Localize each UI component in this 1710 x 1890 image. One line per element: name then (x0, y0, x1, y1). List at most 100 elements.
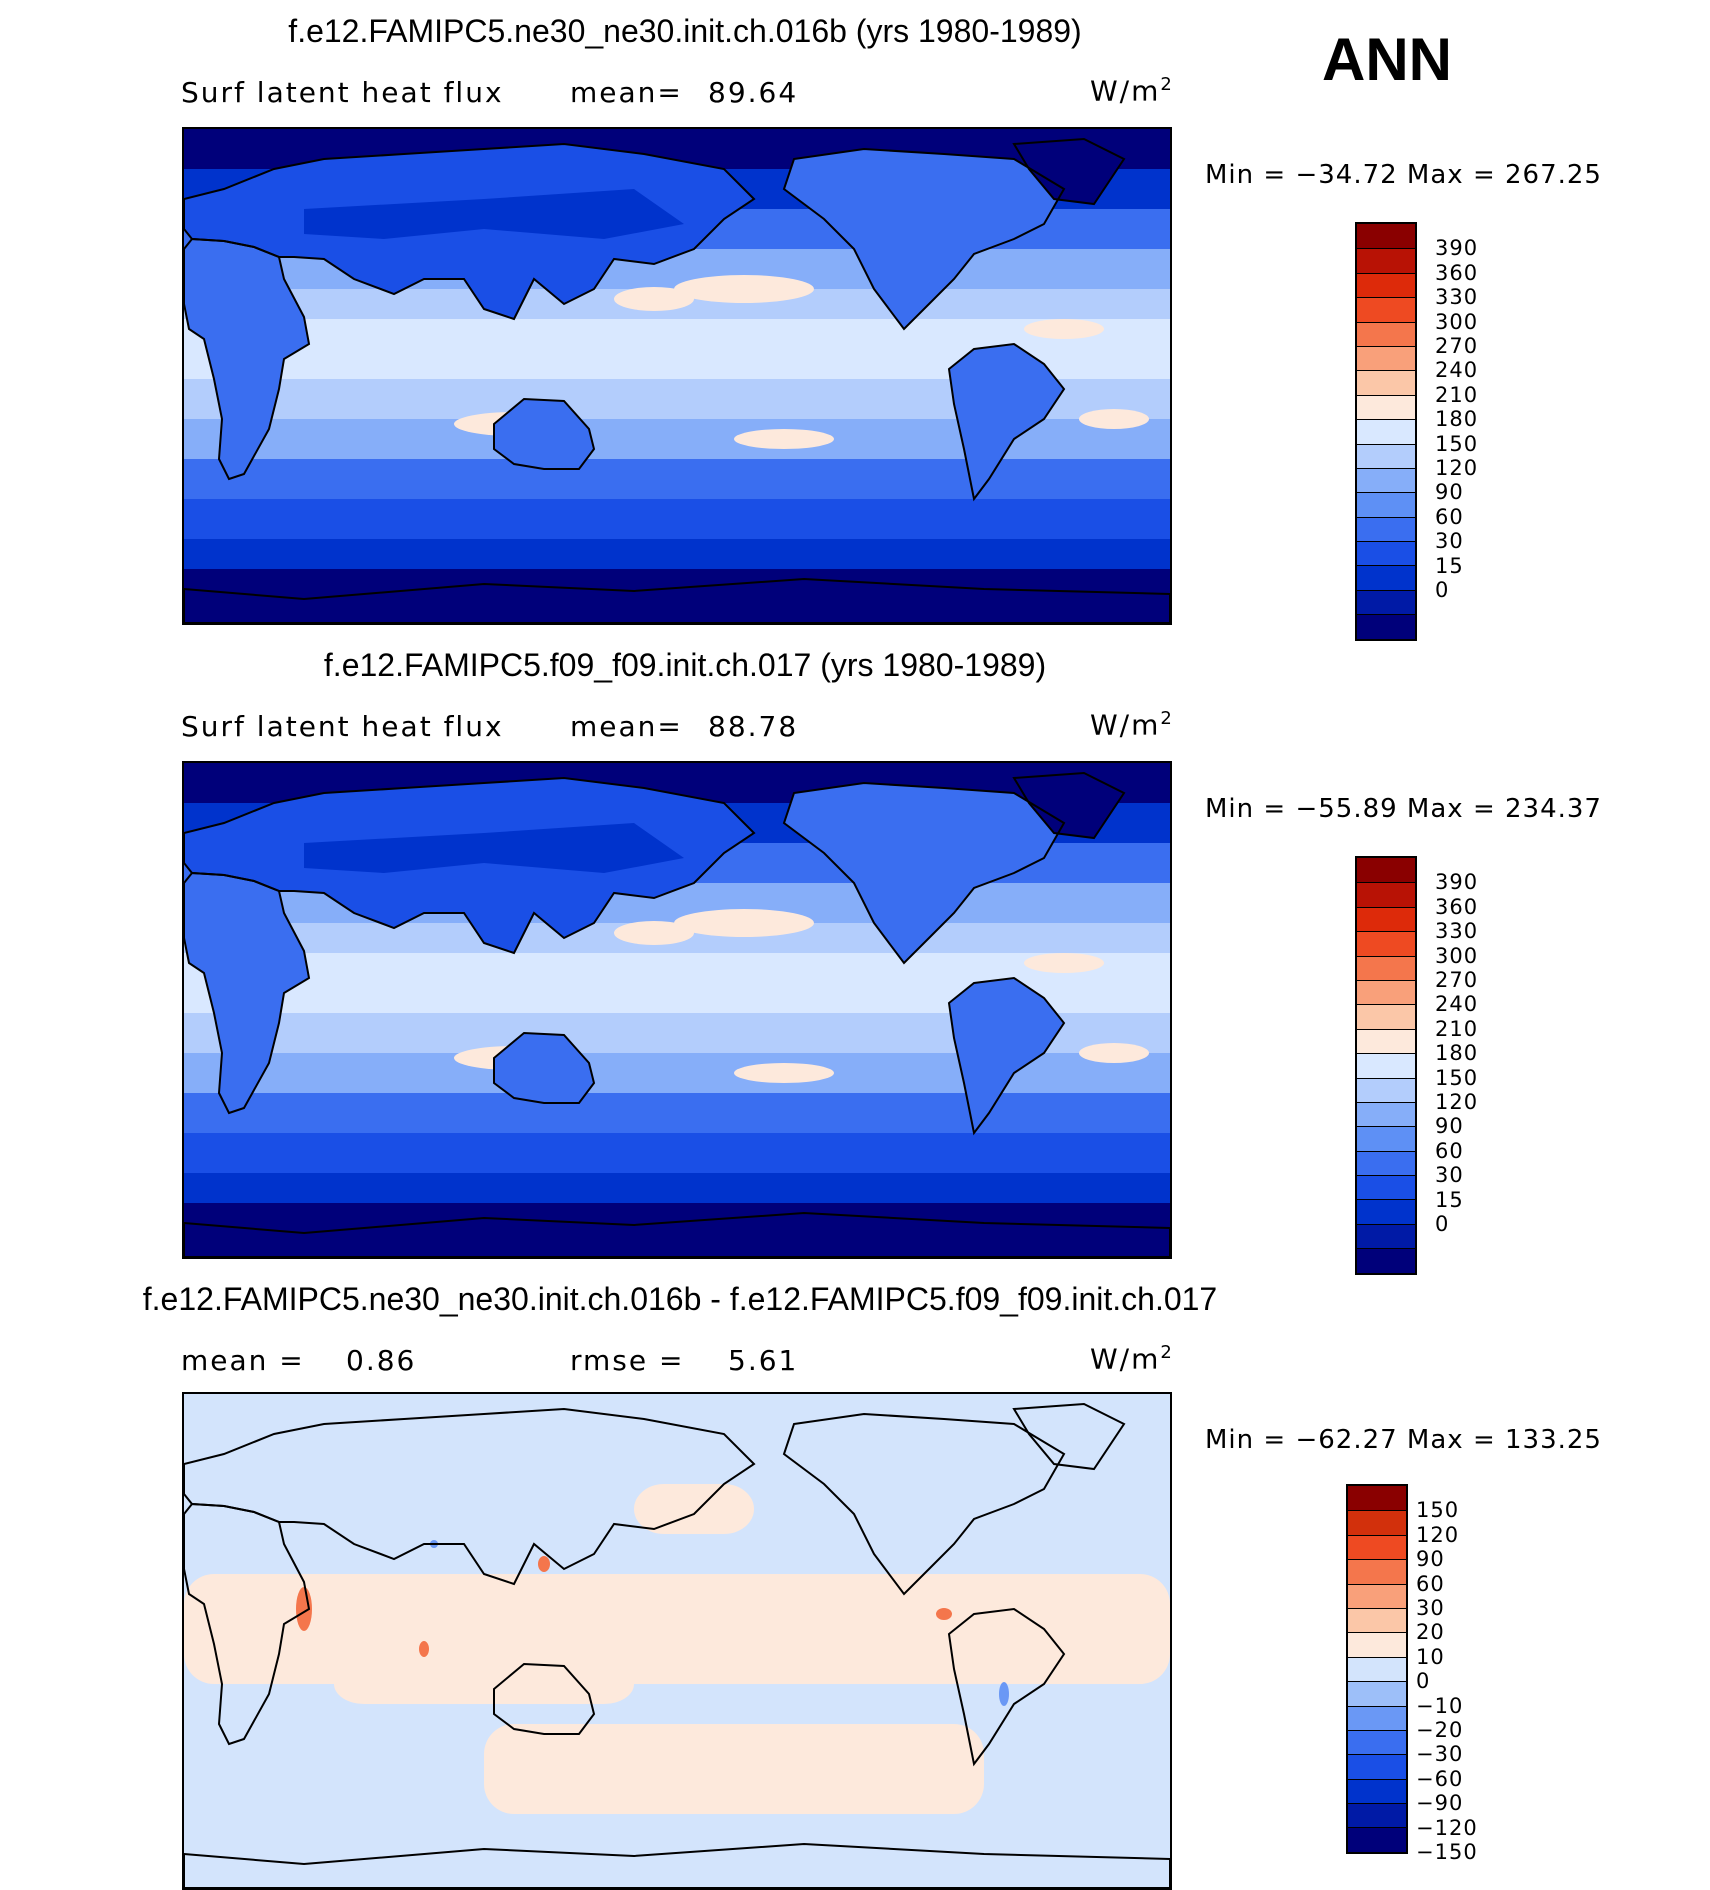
variable-name: Surf latent heat flux (181, 76, 504, 109)
colorbar-swatch (1348, 1827, 1406, 1852)
global-map (182, 127, 1172, 625)
colorbar-swatch (1348, 1729, 1406, 1755)
colorbar-label: 210 (1435, 382, 1479, 407)
colorbar-label: −120 (1416, 1815, 1478, 1840)
colorbar-label: 150 (1435, 431, 1479, 456)
variable-name: Surf latent heat flux (181, 710, 504, 743)
colorbar-label: 0 (1435, 578, 1450, 602)
colorbar-label: 30 (1435, 529, 1464, 554)
colorbar-swatch (1357, 858, 1415, 883)
mean-label: mean= (570, 76, 683, 109)
colorbar-swatch (1357, 1101, 1415, 1127)
map-field (184, 1394, 1170, 1888)
colorbar-swatch (1357, 394, 1415, 420)
colorbar-swatch (1357, 565, 1415, 590)
map-field (184, 763, 1170, 1257)
colorbar-label: 60 (1435, 1138, 1464, 1163)
panel-model-b: f.e12.FAMIPC5.f09_f09.init.ch.017 (yrs 1… (0, 634, 1710, 1275)
colorbar-swatch (1348, 1681, 1406, 1706)
colorbar-label: 330 (1435, 919, 1479, 944)
colorbar-label: 30 (1435, 1163, 1464, 1188)
colorbar-swatch (1348, 1486, 1406, 1511)
colorbar-label: 240 (1435, 358, 1479, 383)
season-label: ANN (1322, 26, 1452, 93)
colorbar-swatch (1357, 492, 1415, 517)
panel-title: f.e12.FAMIPC5.ne30_ne30.init.ch.016b (yr… (288, 13, 1082, 49)
mean-value: 0.86 (346, 1344, 417, 1377)
colorbar-swatch (1348, 1803, 1406, 1828)
colorbar-swatch (1357, 248, 1415, 273)
colorbar-label: 300 (1435, 943, 1479, 968)
colorbar-label: 390 (1435, 870, 1479, 895)
colorbar-label: 60 (1416, 1571, 1445, 1596)
colorbar-swatch (1357, 370, 1415, 395)
colorbar-swatch (1357, 955, 1415, 980)
colorbar-label: −90 (1416, 1791, 1464, 1816)
colorbar-label: 120 (1416, 1522, 1460, 1547)
colorbar-swatch (1348, 1632, 1406, 1657)
colorbar-swatch (1357, 614, 1415, 639)
units-label: W/m2 (1090, 74, 1174, 108)
colorbar-swatch (1357, 443, 1415, 468)
colorbar-swatch (1357, 1175, 1415, 1200)
coastlines (184, 137, 1170, 623)
colorbar-label: −30 (1416, 1742, 1464, 1767)
colorbar-swatch (1357, 516, 1415, 542)
colorbar-label: 210 (1435, 1016, 1479, 1041)
colorbar-swatch (1348, 1510, 1406, 1535)
rmse-value: 5.61 (728, 1344, 799, 1377)
units-label: W/m2 (1090, 1342, 1174, 1376)
colorbar: 150 120 90 60 30 20 10 0 −10 −20 −30 −60 −90 −120 −150 (1346, 1484, 1477, 1863)
colorbar-swatch (1357, 1199, 1415, 1224)
mean-value: 89.64 (708, 76, 799, 109)
colorbar-swatch (1357, 1223, 1415, 1249)
colorbar-label: −60 (1416, 1766, 1464, 1791)
panel-title: f.e12.FAMIPC5.f09_f09.init.ch.017 (yrs 1… (323, 647, 1047, 683)
rmse-label: rmse = (570, 1344, 685, 1377)
colorbar-label: 120 (1435, 456, 1479, 480)
colorbar-label: −150 (1416, 1840, 1478, 1864)
mean-value: 88.78 (708, 710, 799, 743)
colorbar-swatch (1357, 321, 1415, 346)
colorbar-label: 150 (1435, 1065, 1479, 1090)
colorbar-swatch (1348, 1656, 1406, 1682)
mean-label: mean = (181, 1344, 305, 1377)
colorbar-label: 390 (1435, 236, 1479, 261)
colorbar-label: 60 (1435, 504, 1464, 529)
colorbar-label: 15 (1435, 553, 1464, 578)
colorbar-swatch (1357, 979, 1415, 1005)
colorbar-swatch (1357, 345, 1415, 371)
map-shading (184, 1394, 1170, 1888)
colorbar-swatch (1357, 1126, 1415, 1151)
colorbar-swatch (1357, 882, 1415, 907)
colorbar-label: 240 (1435, 992, 1479, 1017)
colorbar-swatch (1357, 1004, 1415, 1029)
colorbar-label: 300 (1435, 309, 1479, 334)
colorbar-label: 120 (1435, 1090, 1479, 1114)
colorbar-swatch (1357, 297, 1415, 322)
map-shading (184, 129, 1170, 623)
colorbar-swatch (1357, 1150, 1415, 1176)
map-field (184, 129, 1170, 623)
colorbar-swatch (1357, 419, 1415, 444)
colorbar-label: −20 (1416, 1718, 1464, 1742)
panel-title: f.e12.FAMIPC5.ne30_ne30.init.ch.016b - f… (142, 1281, 1218, 1317)
map-shading (184, 763, 1170, 1257)
colorbar-label: 180 (1435, 407, 1479, 432)
colorbar-swatch (1348, 1534, 1406, 1560)
coastlines (184, 1402, 1170, 1888)
mean-label: mean= (570, 710, 683, 743)
colorbar-swatch (1348, 1583, 1406, 1608)
colorbar-label: 0 (1435, 1212, 1450, 1236)
colorbar-swatch (1348, 1754, 1406, 1779)
colorbar-swatch (1357, 931, 1415, 956)
min-max-readout: Min = −34.72 Max = 267.25 (1205, 160, 1602, 190)
colorbar-label: 10 (1416, 1644, 1445, 1669)
colorbar-swatch (1357, 1248, 1415, 1273)
colorbar-label: 330 (1435, 285, 1479, 310)
colorbar-swatch (1357, 1053, 1415, 1078)
colorbar-label: 15 (1435, 1187, 1464, 1212)
colorbar-swatch (1357, 541, 1415, 566)
colorbar-label: 270 (1435, 334, 1479, 358)
